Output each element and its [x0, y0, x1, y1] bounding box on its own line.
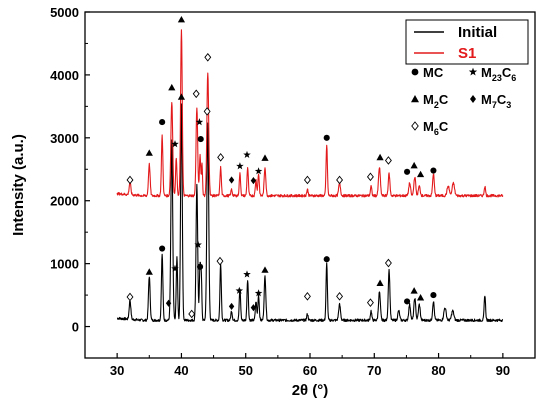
open-diamond-marker — [203, 107, 211, 116]
open-diamond-marker — [336, 175, 344, 185]
star-marker — [194, 240, 202, 248]
triangle-marker — [376, 153, 384, 161]
key-label: M2C — [423, 92, 449, 110]
x-tick-label: 60 — [303, 363, 317, 378]
open-diamond-marker — [336, 292, 344, 301]
triangle-marker — [261, 266, 269, 273]
diamond-marker — [250, 176, 257, 185]
key-triangle-icon — [411, 95, 419, 103]
triangle-marker — [145, 149, 153, 156]
circle-marker — [159, 245, 166, 252]
triangle-marker — [416, 170, 425, 178]
diamond-marker — [250, 304, 257, 312]
star-marker — [254, 167, 263, 175]
triangle-marker — [376, 279, 384, 287]
y-tick-label: 2000 — [50, 194, 79, 209]
star-marker — [243, 270, 251, 278]
open-diamond-marker — [188, 309, 196, 319]
legend-label-initial: Initial — [458, 24, 497, 41]
star-marker — [235, 286, 244, 294]
star-marker — [254, 289, 263, 297]
triangle-marker — [410, 161, 418, 169]
y-axis-title: Intensity (a.u.) — [10, 134, 27, 236]
circle-marker — [323, 134, 330, 141]
x-axis-title: 2θ (°) — [292, 382, 329, 399]
open-diamond-marker — [384, 156, 392, 165]
triangle-marker — [177, 93, 186, 100]
open-diamond-marker — [204, 52, 212, 62]
x-tick-label: 80 — [431, 363, 445, 378]
legend: Initial S1 — [405, 19, 529, 65]
legend-label-s1: S1 — [458, 45, 476, 62]
triangle-marker — [177, 15, 186, 23]
circle-marker — [404, 168, 411, 175]
star-marker — [236, 162, 244, 170]
legend-box — [405, 19, 529, 65]
series-line-s1 — [116, 29, 504, 198]
key-diamond-icon — [470, 95, 476, 103]
series-line-initial — [116, 103, 504, 323]
open-diamond-marker — [126, 175, 134, 185]
phase-key: MC M23C6 M2C M7C3 M6C — [411, 65, 516, 137]
circle-marker — [197, 263, 204, 270]
triangle-marker — [145, 268, 153, 275]
open-diamond-marker — [366, 172, 374, 182]
y-tick-label: 0 — [72, 320, 79, 335]
open-diamond-marker — [126, 292, 134, 302]
x-tick-label: 30 — [110, 363, 124, 378]
key-label: M6C — [423, 119, 449, 137]
key-label: M23C6 — [481, 65, 516, 83]
y-tick-label: 1000 — [50, 257, 79, 272]
circle-marker — [323, 256, 330, 263]
diamond-marker — [228, 302, 235, 311]
triangle-marker — [168, 83, 176, 91]
circle-marker — [404, 298, 411, 305]
circle-marker — [197, 136, 204, 143]
circle-marker — [430, 292, 437, 299]
x-tick-label: 70 — [367, 363, 381, 378]
open-diamond-marker — [366, 298, 374, 307]
key-circle-icon — [411, 68, 419, 76]
triangle-marker — [261, 154, 269, 161]
diamond-marker — [228, 176, 235, 184]
circle-marker — [430, 167, 437, 174]
key-open-diamond-icon — [411, 121, 419, 131]
diamond-marker — [165, 299, 172, 307]
triangle-marker — [416, 294, 425, 301]
open-diamond-marker — [192, 89, 200, 99]
key-star-icon — [468, 67, 478, 76]
star-marker — [171, 264, 179, 272]
y-tick-label: 4000 — [50, 68, 79, 83]
star-marker — [243, 150, 251, 159]
open-diamond-marker — [384, 258, 392, 268]
open-diamond-marker — [216, 256, 224, 266]
y-tick-label: 5000 — [50, 5, 79, 20]
star-marker — [195, 118, 204, 126]
y-tick-label: 3000 — [50, 131, 79, 146]
triangle-marker — [410, 287, 418, 294]
x-tick-label: 90 — [496, 363, 510, 378]
x-tick-label: 40 — [174, 363, 188, 378]
key-label: M7C3 — [481, 92, 511, 110]
circle-marker — [159, 119, 166, 126]
open-diamond-marker — [303, 175, 311, 185]
open-diamond-marker — [217, 152, 225, 162]
open-diamond-marker — [303, 292, 311, 301]
x-tick-label: 50 — [238, 363, 252, 378]
key-label: MC — [423, 65, 444, 80]
star-marker — [171, 140, 179, 148]
